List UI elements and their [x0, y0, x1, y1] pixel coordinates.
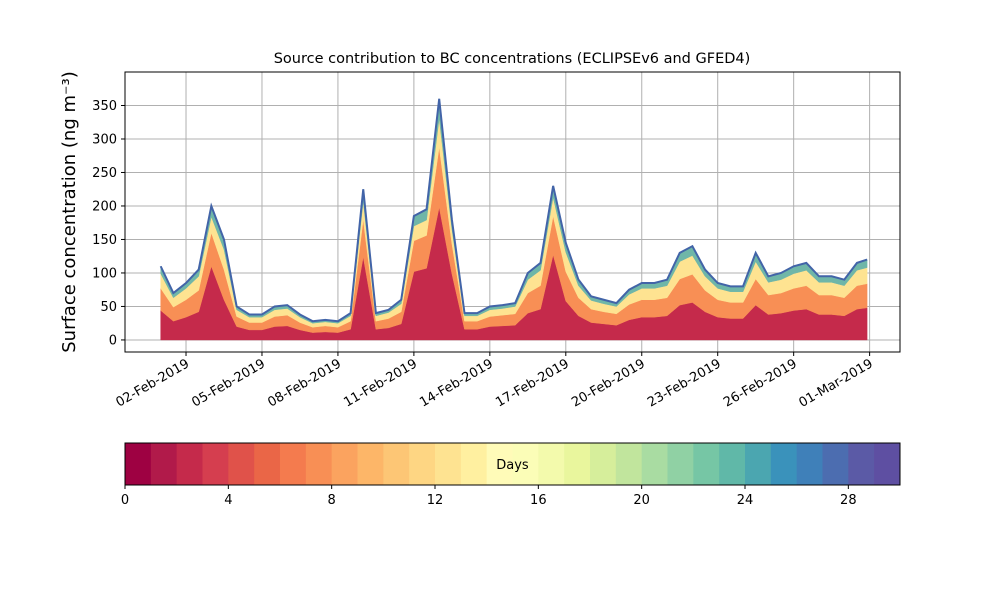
y-axis-label: Surface concentration (ng m⁻³)	[59, 71, 80, 353]
colorbar-swatch	[538, 443, 565, 485]
colorbar-swatch	[848, 443, 875, 485]
colorbar-tick-label: 24	[737, 493, 754, 508]
colorbar-swatch	[874, 443, 901, 485]
y-tick-label: 0	[109, 333, 117, 348]
colorbar-swatch	[202, 443, 229, 485]
y-tick-label: 150	[92, 233, 117, 248]
y-tick-label: 250	[92, 166, 117, 181]
colorbar-swatch	[770, 443, 798, 485]
top-edge	[159, 98, 868, 323]
x-tick-label: 20-Feb-2019	[569, 356, 648, 410]
colorbar-swatch	[280, 443, 307, 485]
colorbar-swatch	[590, 443, 617, 485]
colorbar-swatch	[512, 443, 539, 485]
colorbar-swatch	[822, 443, 849, 485]
y-tick-label: 200	[92, 199, 117, 214]
y-tick-label: 350	[92, 99, 117, 114]
x-tick-label: 14-Feb-2019	[417, 356, 496, 410]
colorbar-swatch	[228, 443, 255, 485]
colorbar-swatch	[305, 443, 333, 485]
x-tick-label: 05-Feb-2019	[189, 356, 268, 410]
colorbar-swatch	[745, 443, 772, 485]
x-tick-label: 01-Mar-2019	[796, 356, 875, 410]
colorbar-swatch	[693, 443, 720, 485]
colorbar-swatch	[615, 443, 643, 485]
colorbar-tick-label: 16	[530, 493, 547, 508]
x-tick-label: 02-Feb-2019	[113, 356, 192, 410]
colorbar-swatch	[667, 443, 694, 485]
x-tick-label: 08-Feb-2019	[265, 356, 344, 410]
colorbar-swatch	[357, 443, 384, 485]
colorbar-frame	[124, 442, 901, 486]
colorbar-tick-label: 20	[633, 493, 650, 508]
colorbar-tick-label: 12	[427, 493, 444, 508]
colorbar-swatch	[719, 443, 746, 485]
y-tick-label: 300	[92, 132, 117, 147]
colorbar-tick-label: 28	[840, 493, 857, 508]
y-tick-label: 50	[100, 300, 117, 315]
x-tick-label: 26-Feb-2019	[721, 356, 800, 410]
colorbar-swatch	[331, 443, 358, 485]
colorbar-label: Days	[496, 458, 529, 473]
colorbar-tick-label: 0	[121, 493, 129, 508]
colorbar-swatch	[409, 443, 436, 485]
x-tick-label: 11-Feb-2019	[341, 356, 420, 410]
x-tick-label: 23-Feb-2019	[645, 356, 724, 410]
colorbar-swatch	[460, 443, 488, 485]
colorbar-swatch	[641, 443, 668, 485]
plot-frame	[124, 71, 901, 353]
colorbar-swatch	[564, 443, 591, 485]
colorbar-tick-label: 4	[224, 493, 232, 508]
colorbar-swatch	[254, 443, 281, 485]
y-tick-label: 100	[92, 266, 117, 281]
colorbar-swatch	[435, 443, 462, 485]
chart-title: Source contribution to BC concentrations…	[274, 51, 751, 67]
colorbar-swatch	[150, 443, 178, 485]
colorbar-swatch	[125, 443, 152, 485]
x-tick-label: 17-Feb-2019	[493, 356, 572, 410]
colorbar-swatch	[796, 443, 823, 485]
colorbar-tick-label: 8	[328, 493, 336, 508]
colorbar-swatch	[486, 443, 513, 485]
colorbar-swatch	[383, 443, 410, 485]
colorbar-swatch	[176, 443, 203, 485]
